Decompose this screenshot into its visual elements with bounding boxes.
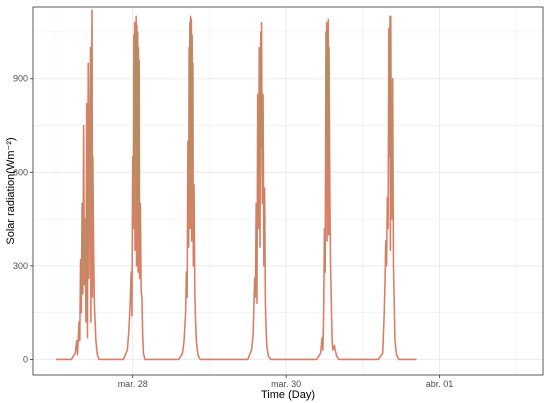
x-tick-label: abr. 01: [426, 379, 454, 389]
x-tick-label: mar. 28: [118, 379, 148, 389]
y-tick-label: 900: [13, 74, 28, 84]
x-axis-ticks: mar. 28 mar. 30 abr. 01: [118, 375, 454, 389]
y-tick-label: 0: [23, 354, 28, 364]
x-axis-title: Time (Day): [261, 389, 315, 401]
y-axis-title: Solar radiation(Wm⁻²): [5, 137, 17, 244]
y-tick-label: 600: [13, 167, 28, 177]
x-tick-label: mar. 30: [271, 379, 301, 389]
minor-gridlines: [33, 7, 543, 375]
y-tick-label: 300: [13, 261, 28, 271]
solar-radiation-line-overlay: [56, 9, 417, 360]
y-axis-ticks: 0 300 600 900: [13, 74, 33, 364]
series-layer: [56, 9, 417, 361]
plot-panel-border: [32, 6, 544, 376]
plot-panel-background: [33, 7, 543, 375]
